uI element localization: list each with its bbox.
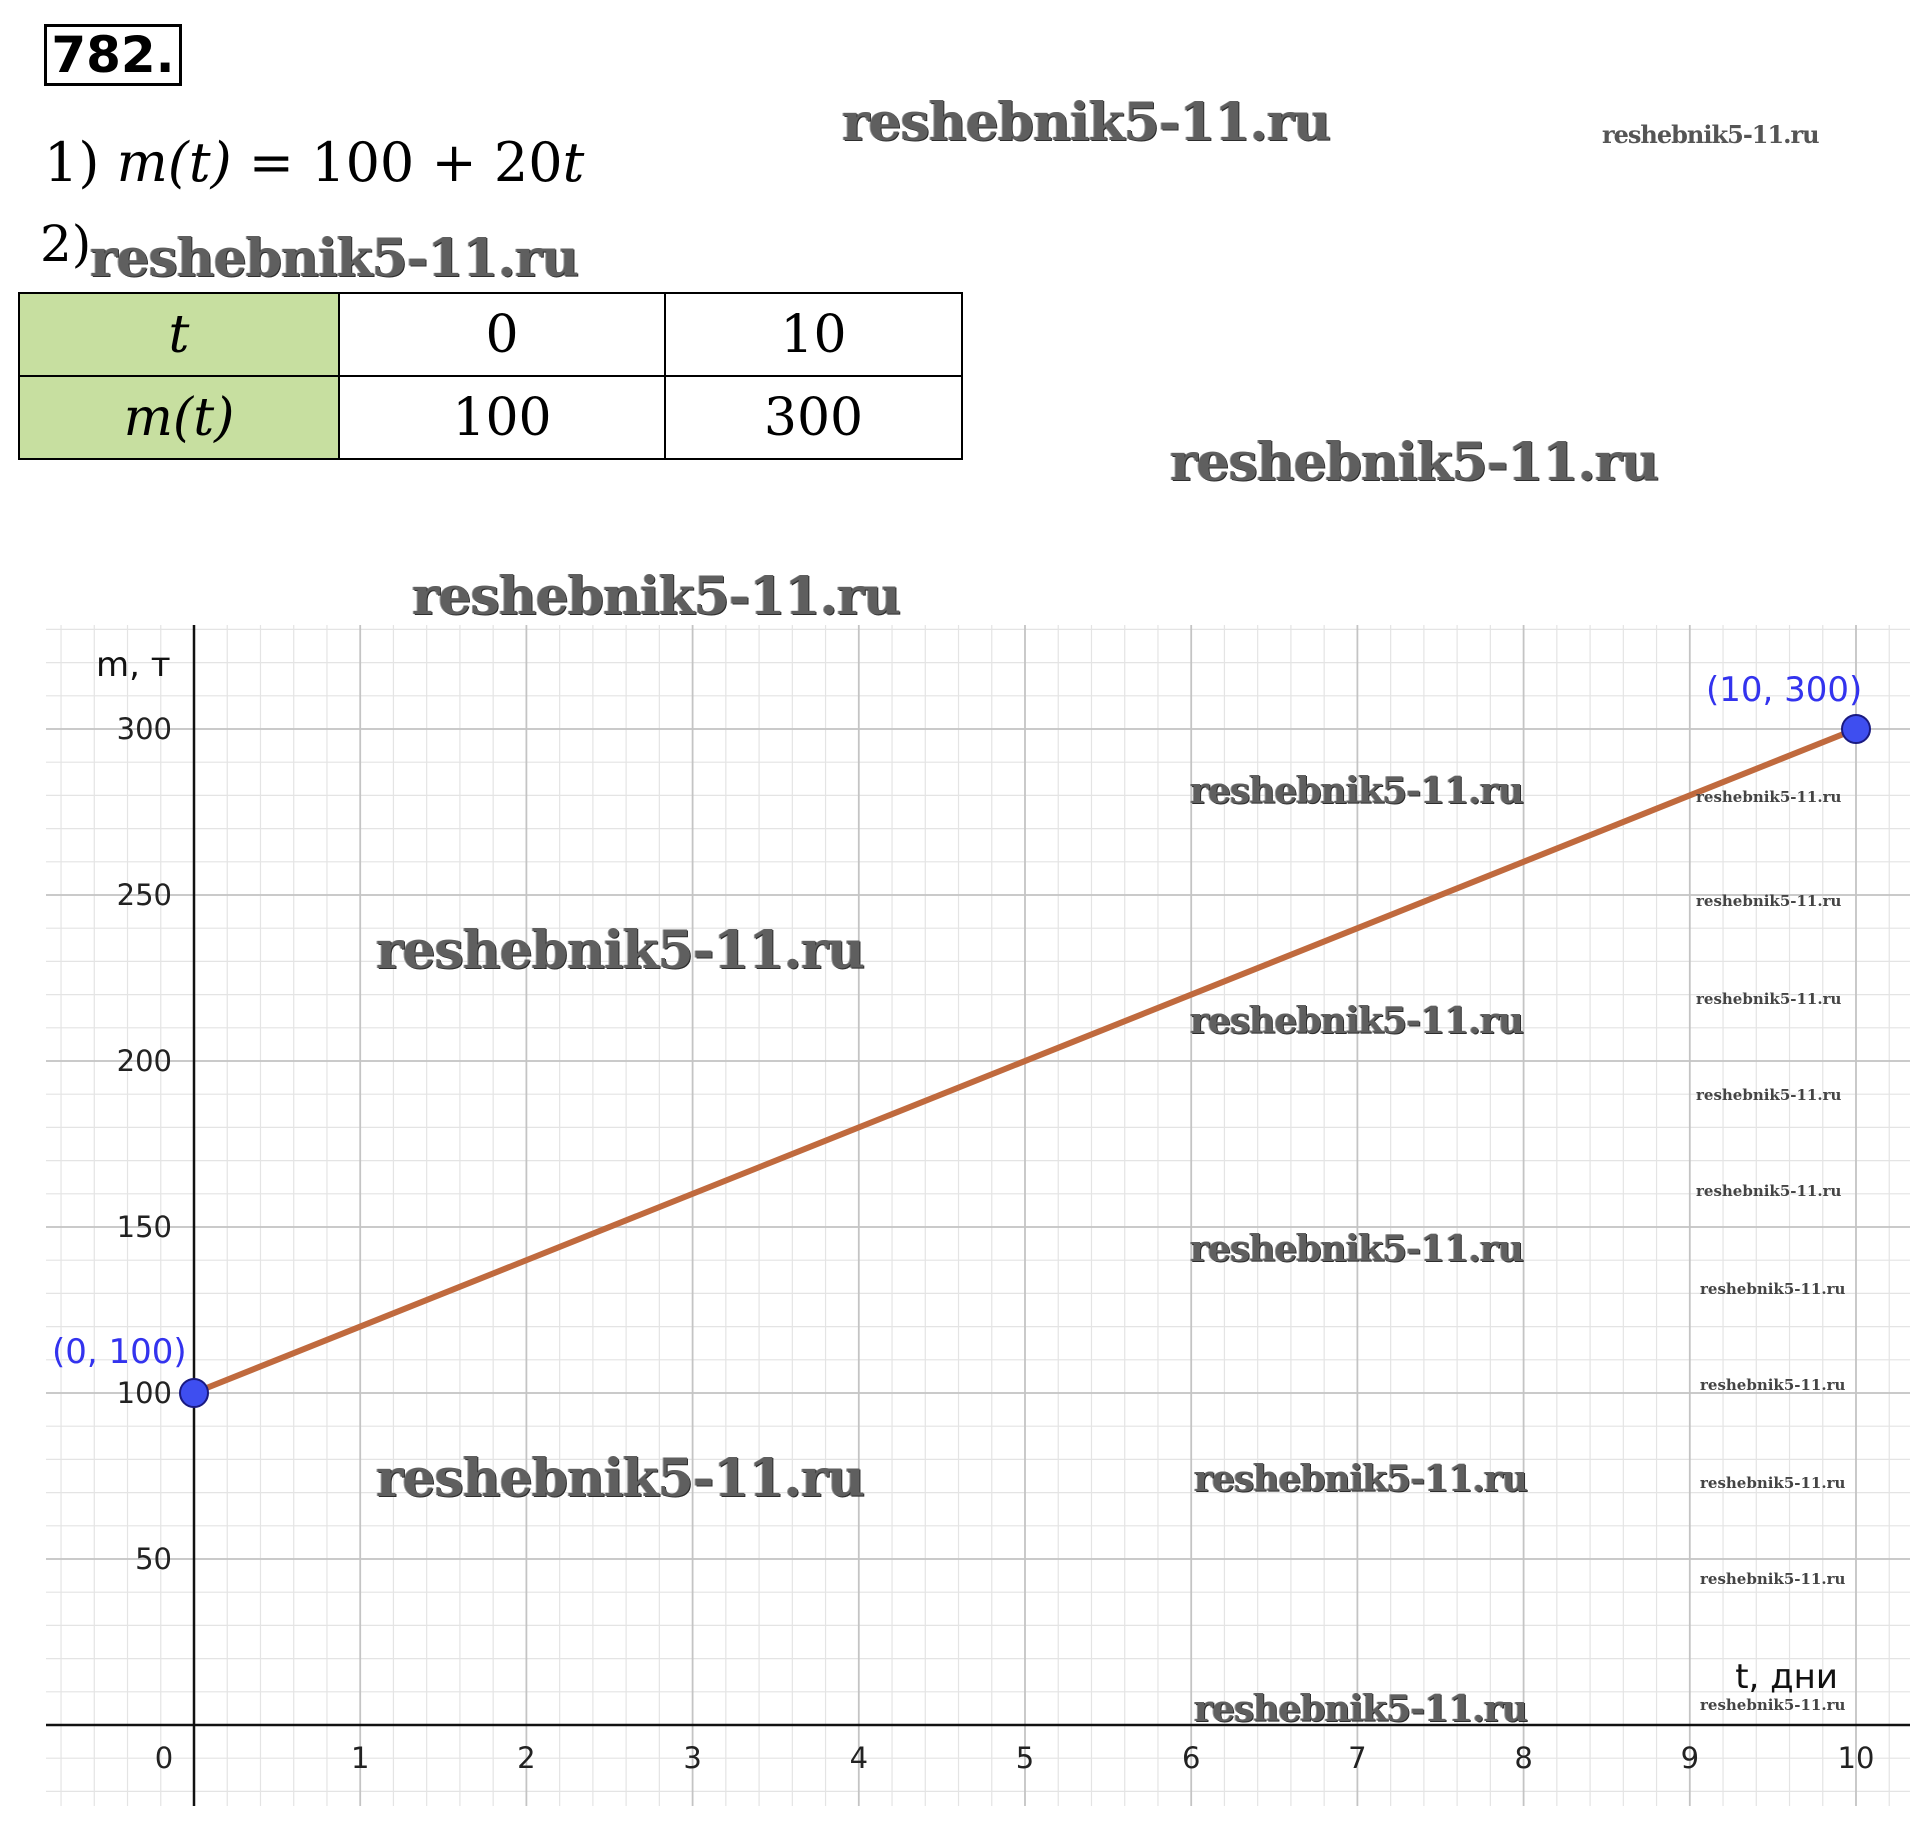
watermark: reshebnik5-11.ru <box>1700 1696 1846 1714</box>
watermark: reshebnik5-11.ru <box>1700 1570 1846 1588</box>
watermark: reshebnik5-11.ru <box>1700 1280 1846 1298</box>
formula-prefix: 1) <box>44 131 117 194</box>
formula-rhs-variable: t <box>562 131 585 194</box>
table-header-t: t <box>18 292 340 377</box>
table-cell: 0 <box>338 292 666 377</box>
x-tick-label: 1 <box>351 1741 369 1775</box>
watermark: reshebnik5-11.ru <box>1190 1000 1524 1042</box>
watermark: reshebnik5-11.ru <box>1696 1086 1842 1104</box>
watermark: reshebnik5-11.ru <box>1696 788 1842 806</box>
table-row: t 0 10 <box>18 292 963 377</box>
y-tick-label: 300 <box>117 712 172 746</box>
series-line <box>191 726 1859 1396</box>
y-tick-label: 250 <box>117 878 172 912</box>
x-tick-label: 0 <box>155 1741 173 1775</box>
data-point-label: (0, 100) <box>52 1332 187 1372</box>
x-tick-label: 7 <box>1348 1741 1366 1775</box>
table-cell: 100 <box>338 375 666 460</box>
x-tick-label: 5 <box>1016 1741 1034 1775</box>
y-axis-title: m, т <box>96 645 171 685</box>
watermark: reshebnik5-11.ru <box>1700 1474 1846 1492</box>
x-tick-label: 10 <box>1838 1741 1875 1775</box>
part2-label: 2) <box>40 215 92 273</box>
x-axis-title: t, дни <box>1735 1657 1838 1697</box>
watermark: reshebnik5-11.ru <box>1170 432 1659 493</box>
y-tick-label: 50 <box>135 1542 172 1576</box>
table-row: m(t) 100 300 <box>18 375 963 460</box>
x-tick-label: 4 <box>850 1741 868 1775</box>
formula-rhs-constant: 100 + 20 <box>311 131 563 194</box>
y-tick-label: 150 <box>117 1210 172 1244</box>
watermark: reshebnik5-11.ru <box>842 92 1331 153</box>
problem-number: 782. <box>44 24 182 86</box>
watermark: reshebnik5-11.ru <box>1190 770 1524 812</box>
value-table: t 0 10 m(t) 100 300 <box>18 292 963 460</box>
watermark: reshebnik5-11.ru <box>376 1448 865 1509</box>
data-point <box>179 1378 209 1408</box>
y-tick-label: 100 <box>117 1376 172 1410</box>
watermark: reshebnik5-11.ru <box>1696 892 1842 910</box>
watermark: reshebnik5-11.ru <box>1190 1228 1524 1270</box>
x-tick-label: 2 <box>517 1741 535 1775</box>
formula-equals: = <box>231 131 312 194</box>
formula-function: m(t) <box>116 131 232 194</box>
watermark: reshebnik5-11.ru <box>1194 1688 1528 1730</box>
watermark: reshebnik5-11.ru <box>1194 1458 1528 1500</box>
x-tick-label: 3 <box>683 1741 701 1775</box>
table-cell: 10 <box>664 292 963 377</box>
x-tick-label: 6 <box>1182 1741 1200 1775</box>
data-point-label: (10, 300) <box>1706 670 1862 710</box>
watermark: reshebnik5-11.ru <box>1696 1182 1842 1200</box>
y-tick-label: 200 <box>117 1044 172 1078</box>
watermark: reshebnik5-11.ru <box>412 566 901 627</box>
watermark: reshebnik5-11.ru <box>376 920 865 981</box>
x-tick-label: 8 <box>1514 1741 1532 1775</box>
data-point <box>1841 714 1871 744</box>
table-cell: 300 <box>664 375 963 460</box>
watermark: reshebnik5-11.ru <box>1696 990 1842 1008</box>
watermark: reshebnik5-11.ru <box>1602 120 1820 149</box>
watermark: reshebnik5-11.ru <box>90 228 579 289</box>
x-tick-label: 9 <box>1681 1741 1699 1775</box>
watermark: reshebnik5-11.ru <box>1700 1376 1846 1394</box>
formula: 1) m(t) = 100 + 20t <box>44 128 584 198</box>
table-header-m: m(t) <box>18 375 340 460</box>
